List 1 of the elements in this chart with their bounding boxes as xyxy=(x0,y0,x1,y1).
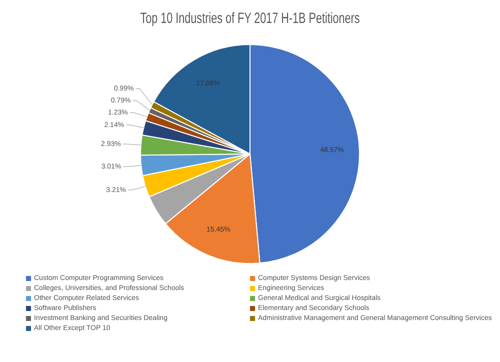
chart-title: Top 10 Industries of FY 2017 H-1B Petitioners xyxy=(140,9,360,27)
